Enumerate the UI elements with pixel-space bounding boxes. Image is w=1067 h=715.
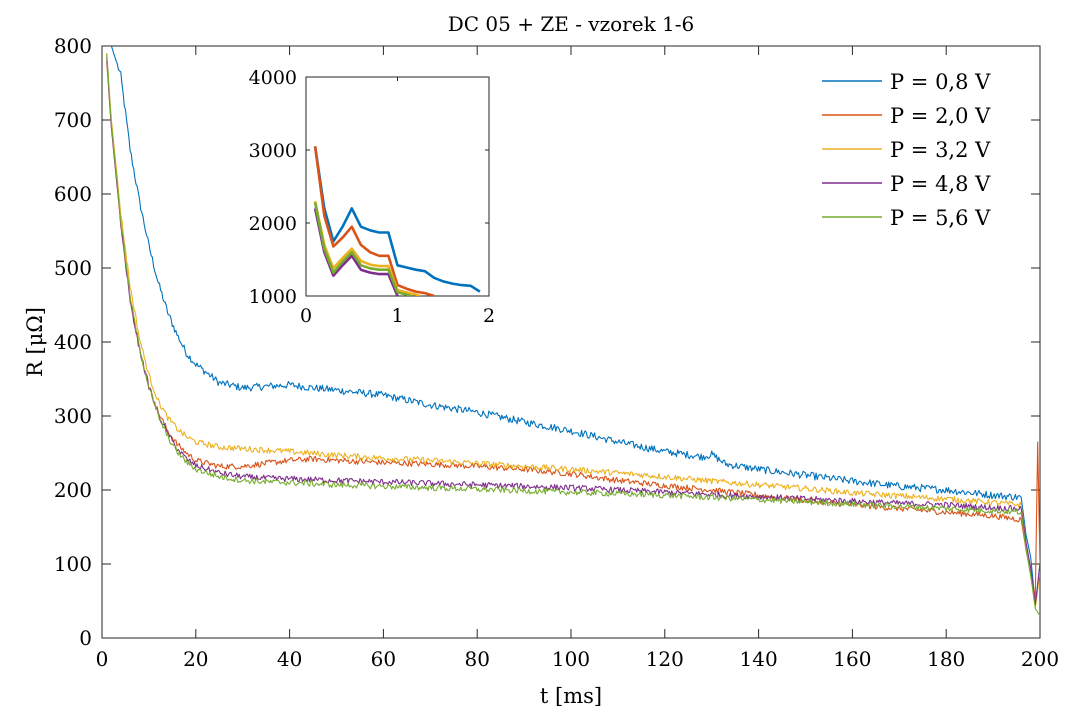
main-x-tick-label: 160 — [833, 647, 871, 671]
main-x-tick-label: 80 — [464, 647, 489, 671]
main-x-tick-label: 200 — [1021, 647, 1059, 671]
x-axis-title: t [ms] — [540, 684, 602, 708]
legend-label-1: P = 0,8 V — [890, 70, 991, 94]
main-x-tick-label: 180 — [927, 647, 965, 671]
legend-label-2: P = 2,0 V — [890, 104, 991, 128]
inset-series-line-5 — [313, 202, 412, 296]
chart-title: DC 05 + ZE - vzorek 1-6 — [448, 12, 695, 36]
main-y-tick-label: 500 — [54, 256, 92, 280]
series-line-4 — [106, 57, 1040, 606]
inset-y-tick-label: 2000 — [249, 213, 297, 235]
main-y-tick-label: 0 — [79, 626, 92, 650]
inset-x-tick-label: 0 — [300, 305, 312, 327]
main-x-tick-label: 20 — [183, 647, 208, 671]
main-y-tick-label: 600 — [54, 182, 92, 206]
inset-x-tick-label: 1 — [391, 305, 403, 327]
main-x-tick-label: 120 — [646, 647, 684, 671]
series-line-1 — [110, 46, 1040, 606]
main-x-tick-label: 60 — [371, 647, 396, 671]
inset-series-line-3 — [313, 200, 421, 296]
main-y-tick-label: 200 — [54, 478, 92, 502]
inset-plot-area: 0 1 2 1000 2000 3000 4000 — [249, 67, 495, 327]
inset-y-tick-label: 1000 — [249, 286, 297, 308]
series-line-3 — [106, 53, 1040, 609]
main-y-tick-label: 400 — [54, 330, 92, 354]
main-frame — [101, 45, 1041, 639]
inset-series-line-1 — [313, 146, 481, 293]
legend: P = 0,8 V P = 2,0 V P = 3,2 V P = 4,8 V P = … — [822, 70, 991, 230]
main-y-tick-label: 300 — [54, 404, 92, 428]
legend-label-3: P = 3,2 V — [890, 138, 991, 162]
inset-x-tick-label: 2 — [483, 305, 495, 327]
series-line-5 — [106, 53, 1040, 617]
main-x-tick-label: 40 — [277, 647, 302, 671]
y-axis-title: R [μΩ] — [23, 307, 47, 377]
inset-y-tick-label: 4000 — [249, 67, 297, 89]
main-plot-area: 0 20 40 60 80 100 120 140 160 180 2000100200300400… — [54, 34, 1059, 671]
legend-label-4: P = 4,8 V — [890, 172, 991, 196]
main-y-tick-label: 700 — [54, 108, 92, 132]
main-y-tick-label: 800 — [54, 34, 92, 58]
series-line-2 — [106, 60, 1040, 598]
legend-label-5: P = 5,6 V — [890, 206, 991, 230]
main-x-tick-label: 100 — [552, 647, 590, 671]
inset-frame — [305, 76, 490, 297]
main-x-tick-label: 0 — [96, 647, 109, 671]
inset-series-line-2 — [313, 146, 435, 296]
inset-y-tick-label: 3000 — [249, 140, 297, 162]
main-y-tick-label: 100 — [54, 552, 92, 576]
main-x-tick-label: 140 — [740, 647, 778, 671]
